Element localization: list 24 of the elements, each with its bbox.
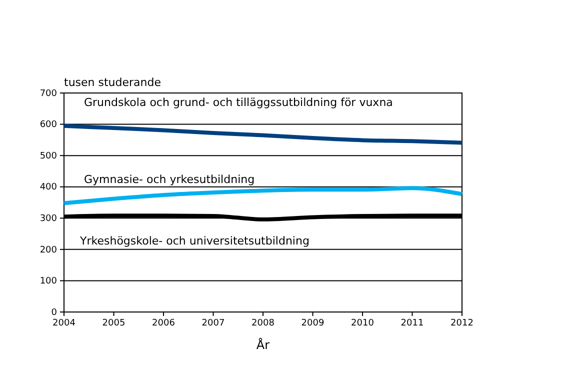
y-tick-label: 100 bbox=[40, 276, 58, 287]
y-tick-label: 300 bbox=[40, 214, 58, 224]
line-series bbox=[62, 124, 464, 145]
y-tick-label: 600 bbox=[40, 120, 58, 130]
y-axis-title: tusen studerande bbox=[64, 76, 162, 89]
y-tick-label: 400 bbox=[40, 182, 58, 193]
x-tick-label: 2006 bbox=[152, 318, 176, 328]
line-series bbox=[62, 186, 464, 206]
y-tick-label: 500 bbox=[40, 151, 58, 162]
x-tick-label: 2005 bbox=[102, 318, 126, 328]
y-tick-label: 200 bbox=[40, 245, 58, 256]
x-tick-label: 2010 bbox=[351, 318, 374, 328]
x-axis-title: År bbox=[256, 337, 270, 352]
x-tick-label: 2004 bbox=[52, 318, 76, 328]
x-tick-label: 2008 bbox=[252, 318, 275, 328]
x-tick-label: 2012 bbox=[450, 318, 474, 328]
x-tick-label: 2009 bbox=[301, 318, 324, 328]
x-tick-label: 2007 bbox=[202, 318, 225, 328]
series-label: Gymnasie- och yrkesutbildning bbox=[84, 173, 255, 186]
y-tick-label: 0 bbox=[51, 308, 58, 318]
x-tick-label: 2011 bbox=[400, 318, 424, 328]
series-label: Yrkeshögskole- och universitetsutbildning bbox=[79, 234, 310, 248]
series-label: Grundskola och grund- och tilläggssutbildning för vuxna bbox=[84, 96, 393, 109]
y-tick-label: 700 bbox=[40, 88, 58, 99]
